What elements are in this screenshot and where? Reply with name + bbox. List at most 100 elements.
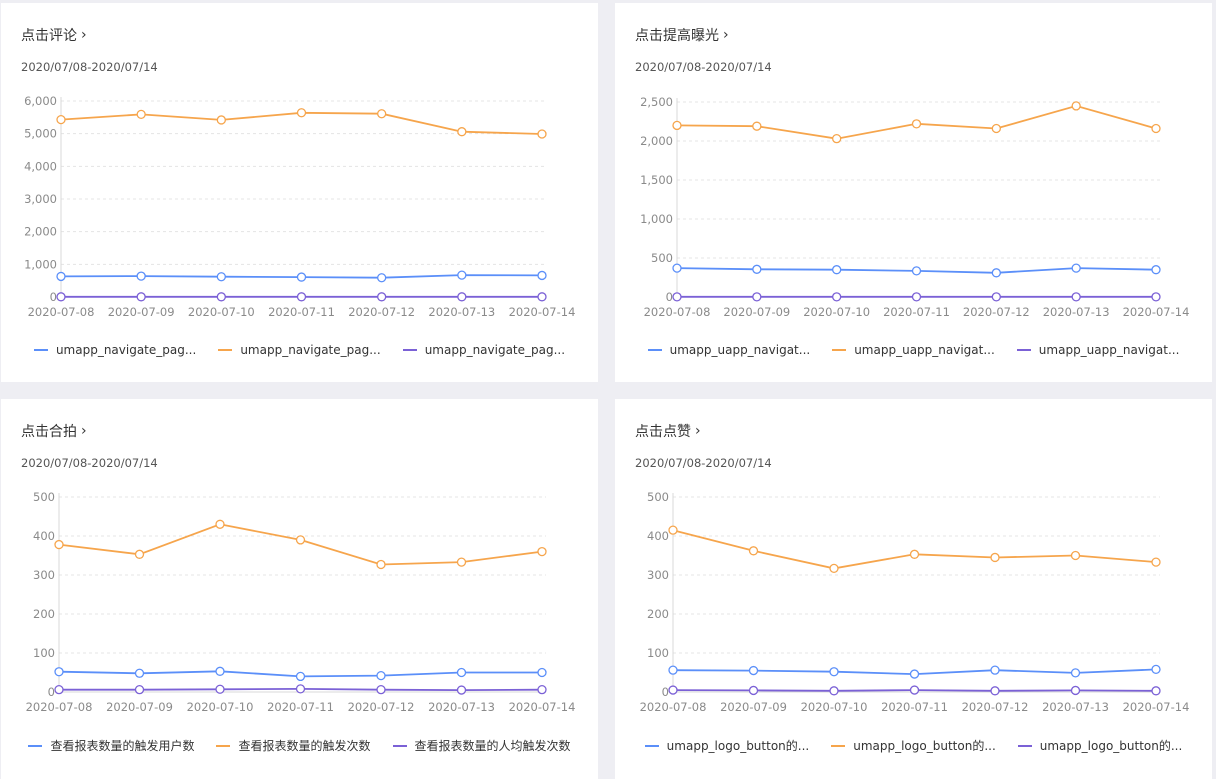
data-point <box>1070 685 1081 696</box>
data-point <box>1071 101 1081 111</box>
x-tick-label: 2020-07-08 <box>28 305 95 319</box>
data-point <box>991 268 1001 278</box>
legend-item[interactable]: umapp_uapp_navigat... <box>832 343 995 357</box>
x-tick-label: 2020-07-12 <box>348 305 415 319</box>
card-title-link[interactable]: 点击评论 › <box>21 25 87 45</box>
chevron-right-icon: › <box>81 27 87 43</box>
card-title-text: 点击点赞 <box>635 424 691 440</box>
data-point <box>909 669 920 679</box>
date-range: 2020/07/08-2020/07/14 <box>635 60 772 74</box>
data-point <box>295 671 306 682</box>
legend-item[interactable]: umapp_navigate_pag... <box>218 343 381 357</box>
chevron-right-icon: › <box>81 423 87 439</box>
x-tick-label: 2020-07-08 <box>640 700 707 714</box>
line-chart: 0 1,000 2,000 3,000 4,000 5,000 6,000 2020-07-0… <box>24 94 576 319</box>
data-point <box>215 666 225 676</box>
y-tick-label: 500 <box>651 251 673 265</box>
y-tick-label: 0 <box>662 685 669 699</box>
legend-item[interactable]: umapp_logo_button的... <box>831 737 996 754</box>
y-tick-label: 200 <box>647 607 669 621</box>
legend-swatch <box>33 349 48 351</box>
data-point <box>456 557 467 567</box>
legend-swatch <box>216 744 231 747</box>
chart-legend: umapp_uapp_navigat... umapp_uapp_navigat… <box>615 343 1212 357</box>
legend-label: 查看报表数量的人均触发次数 <box>414 739 571 753</box>
x-tick-label: 2020-07-11 <box>881 700 948 714</box>
x-tick-label: 2020-07-13 <box>428 700 495 714</box>
data-point <box>216 272 226 282</box>
legend-item[interactable]: 查看报表数量的触发用户数 <box>28 737 194 754</box>
y-tick-label: 1,000 <box>24 257 57 271</box>
data-point <box>376 670 386 681</box>
date-range: 2020/07/08-2020/07/14 <box>21 60 158 74</box>
data-point <box>990 552 1000 563</box>
y-tick-label: 0 <box>48 685 55 699</box>
legend-item[interactable]: umapp_logo_button的... <box>1017 737 1182 754</box>
date-range: 2020/07/08-2020/07/14 <box>635 456 772 470</box>
data-point <box>377 109 387 119</box>
x-tick-label: 2020-07-14 <box>509 305 576 319</box>
legend-label: 查看报表数量的触发用户数 <box>50 739 195 753</box>
data-point <box>295 684 306 694</box>
data-point <box>672 263 682 273</box>
chart-card-duet: 点击合拍 › 2020/07/08-2020/07/14 0 100 200 300 4… <box>1 399 598 779</box>
data-point <box>537 270 547 281</box>
y-tick-label: 200 <box>33 607 55 621</box>
data-point <box>537 685 547 695</box>
legend-swatch <box>831 744 846 747</box>
data-point <box>1071 263 1081 273</box>
legend-label: umapp_logo_button的... <box>666 739 810 753</box>
chevron-right-icon: › <box>695 423 701 439</box>
card-title-link[interactable]: 点击合拍 › <box>21 421 87 441</box>
card-title-link[interactable]: 点击提高曝光 › <box>635 25 729 45</box>
data-point <box>215 684 225 694</box>
legend-item[interactable]: umapp_logo_button的... <box>644 737 810 754</box>
data-point <box>54 667 64 677</box>
legend-item[interactable]: 查看报表数量的触发次数 <box>216 737 371 754</box>
data-point <box>748 665 759 676</box>
data-point <box>56 292 66 302</box>
legend-item[interactable]: umapp_uapp_navigat... <box>647 343 810 357</box>
data-point <box>134 685 145 695</box>
y-tick-label: 0 <box>50 290 57 304</box>
data-point <box>54 539 64 550</box>
data-point <box>909 685 920 695</box>
legend-item[interactable]: umapp_navigate_pag... <box>402 343 565 357</box>
x-tick-label: 2020-07-12 <box>348 700 415 714</box>
legend-item[interactable]: umapp_navigate_pag... <box>33 343 196 357</box>
y-tick-label: 500 <box>647 490 669 504</box>
data-point <box>134 549 145 559</box>
y-tick-label: 1,500 <box>640 173 673 187</box>
date-range: 2020/07/08-2020/07/14 <box>21 456 158 470</box>
x-tick-label: 2020-07-14 <box>1123 305 1190 319</box>
card-title-link[interactable]: 点击点赞 › <box>635 421 701 441</box>
chart-card-likes: 点击点赞 › 2020/07/08-2020/07/14 0 100 200 300 4… <box>615 399 1212 779</box>
y-tick-label: 100 <box>33 646 55 660</box>
data-point <box>1151 292 1161 302</box>
data-point <box>377 292 387 302</box>
line-chart: 0 100 200 300 400 500 2020-07-08 2020-07-09 2020… <box>640 490 1190 714</box>
data-point <box>911 266 922 276</box>
y-tick-label: 0 <box>666 290 673 304</box>
y-tick-label: 2,000 <box>24 225 57 239</box>
data-point <box>136 271 146 281</box>
data-point <box>456 667 467 678</box>
data-point <box>832 292 842 302</box>
y-tick-label: 3,000 <box>24 192 57 206</box>
legend-swatch <box>392 744 407 747</box>
data-point <box>990 686 1000 696</box>
legend-swatch <box>218 349 233 351</box>
chart-card-exposure: 点击提高曝光 › 2020/07/08-2020/07/14 0 500 1,000… <box>615 3 1212 382</box>
card-title-text: 点击评论 <box>21 28 77 44</box>
data-point <box>672 120 682 131</box>
legend-item[interactable]: umapp_uapp_navigat... <box>1016 343 1179 357</box>
data-point <box>376 559 386 570</box>
data-point <box>56 114 66 125</box>
data-point <box>56 271 66 282</box>
data-point <box>296 272 307 282</box>
line-chart: 0 100 200 300 400 500 2020-07-08 2020-07-09 2020… <box>26 490 576 714</box>
data-point <box>911 119 922 129</box>
legend-item[interactable]: 查看报表数量的人均触发次数 <box>392 737 571 754</box>
x-tick-label: 2020-07-13 <box>1043 305 1110 319</box>
legend-swatch <box>647 349 662 351</box>
